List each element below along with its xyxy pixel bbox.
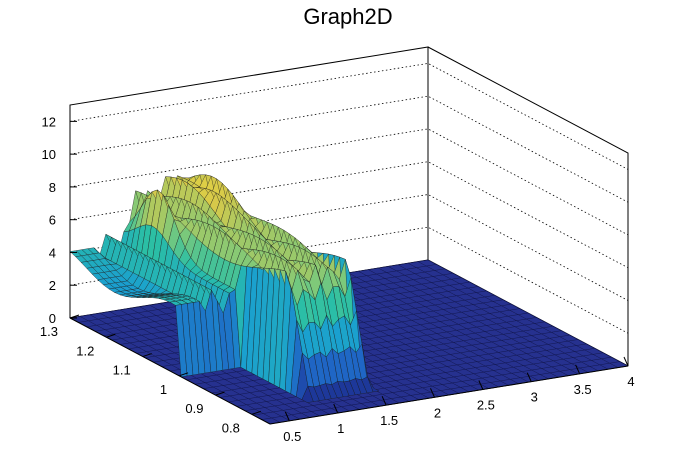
y-tick [106,333,116,338]
x-tick-label: 2.5 [477,398,495,413]
x-tick [478,380,484,390]
right-pane-outline [427,46,629,366]
floor-mesh-line [253,356,612,416]
x-tick [526,372,532,382]
x-tick [284,411,290,422]
grid-line [69,95,629,203]
x-tick [333,403,339,414]
y-tick-label: 0.8 [222,420,240,435]
grid-line [69,62,629,170]
x-tick-label: 3 [531,390,538,405]
y-tick-label: 1 [160,382,167,397]
z-tick-label: 2 [49,278,56,293]
x-tick [430,388,435,398]
x-tick-label: 1.5 [380,413,398,428]
y-tick-label: 0.9 [185,401,203,416]
floor-mesh-line [261,361,620,420]
z-tick-label: 6 [49,213,56,228]
y-tick-label: 1.1 [113,363,131,378]
z-tick-label: 0 [49,311,56,326]
y-tick-label: 1.3 [40,324,58,339]
x-tick-label: 2 [434,405,441,420]
x-tick [381,395,387,406]
x-tick [575,364,581,375]
x-tick [623,356,629,367]
x-tick-label: 3.5 [574,382,592,397]
y-tick [251,410,261,415]
surface-facet [367,376,380,393]
chart-title: Graph2D [303,4,393,29]
base-left-edge [69,317,271,425]
base-front-edge [269,365,629,425]
y-tick [215,391,225,396]
x-tick-label: 4 [627,374,634,389]
x-tick-label: 0.5 [283,429,301,444]
z-tick-label: 10 [42,147,56,162]
y-tick [178,372,189,377]
grid-line [69,128,629,236]
z-tick-label: 12 [42,114,56,129]
z-tick-label: 4 [49,245,56,260]
z-tick-label: 8 [49,180,56,195]
y-tick-label: 1.2 [76,343,94,358]
y-tick [142,353,152,358]
x-tick-label: 1 [337,421,344,436]
y-tick [69,314,80,319]
